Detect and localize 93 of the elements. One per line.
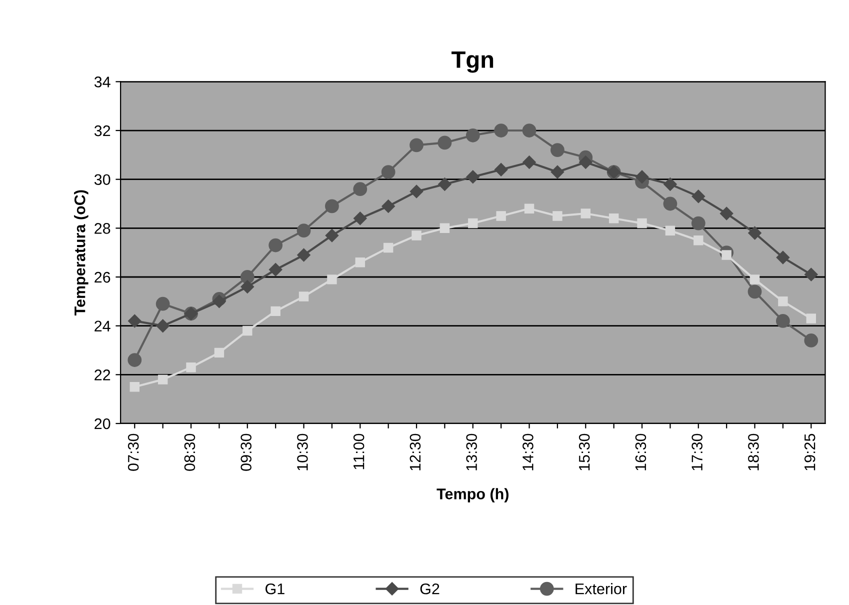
point bbox=[776, 250, 790, 264]
legend-label: G2 bbox=[420, 583, 440, 594]
x-tick-label: 07:30 bbox=[128, 434, 139, 471]
point bbox=[494, 162, 508, 176]
point bbox=[804, 268, 818, 282]
point bbox=[635, 170, 649, 184]
point bbox=[214, 348, 224, 358]
y-tick-label: 28 bbox=[94, 223, 110, 234]
y-tick-label: 22 bbox=[94, 370, 110, 380]
point bbox=[240, 280, 254, 294]
point bbox=[410, 138, 424, 152]
x-tick-label: 12:30 bbox=[410, 434, 421, 470]
point bbox=[637, 218, 647, 228]
point bbox=[128, 314, 142, 328]
point bbox=[663, 196, 678, 211]
point bbox=[354, 212, 367, 225]
point bbox=[156, 296, 170, 311]
y-tick-label: 34 bbox=[94, 76, 110, 88]
point bbox=[804, 334, 818, 348]
x-tick-label: 10:30 bbox=[297, 434, 308, 470]
point bbox=[748, 284, 762, 299]
point bbox=[665, 226, 676, 236]
point bbox=[412, 230, 422, 240]
point bbox=[550, 165, 564, 179]
x-tick-label: 08:30 bbox=[184, 434, 196, 471]
point bbox=[128, 353, 142, 367]
y-tick-label: 30 bbox=[94, 174, 110, 186]
point bbox=[720, 206, 734, 220]
point bbox=[296, 224, 311, 238]
point bbox=[270, 306, 280, 316]
x-axis-title: Tempo (h) bbox=[436, 488, 508, 502]
point bbox=[383, 242, 394, 253]
point bbox=[694, 236, 704, 246]
y-tick-label: 20 bbox=[94, 418, 110, 430]
point bbox=[552, 211, 562, 221]
point bbox=[524, 204, 534, 214]
point bbox=[381, 165, 396, 179]
legend-label: G1 bbox=[266, 583, 284, 594]
point bbox=[748, 226, 762, 240]
point bbox=[522, 156, 536, 169]
point bbox=[327, 274, 337, 284]
point bbox=[355, 257, 366, 268]
x-tick-label: 13:30 bbox=[466, 434, 477, 470]
x-tick-label: 19:25 bbox=[804, 434, 816, 470]
y-tick-label: 24 bbox=[94, 320, 110, 332]
point bbox=[522, 124, 536, 138]
x-tick-label: 11:00 bbox=[353, 434, 364, 470]
y-tick-label: 32 bbox=[94, 125, 110, 136]
point bbox=[579, 156, 592, 169]
point bbox=[778, 296, 788, 306]
point bbox=[468, 218, 478, 228]
x-tick-label: 14:30 bbox=[522, 434, 534, 470]
point bbox=[158, 374, 168, 384]
point bbox=[806, 314, 816, 324]
point bbox=[550, 143, 564, 157]
x-tick-label: 17:30 bbox=[692, 434, 702, 470]
point bbox=[410, 184, 424, 198]
point bbox=[466, 128, 480, 142]
point bbox=[466, 170, 480, 184]
point bbox=[186, 362, 196, 372]
point bbox=[440, 223, 450, 234]
chart-title: Tgn bbox=[452, 52, 494, 73]
point bbox=[750, 274, 760, 284]
point bbox=[268, 263, 282, 276]
point bbox=[130, 382, 140, 392]
point bbox=[664, 178, 677, 191]
point bbox=[240, 270, 254, 284]
point bbox=[691, 216, 706, 230]
legend-label: Exterior bbox=[576, 583, 627, 594]
point bbox=[494, 124, 508, 138]
point bbox=[382, 200, 395, 213]
point bbox=[325, 199, 339, 214]
point bbox=[438, 178, 452, 191]
point bbox=[297, 248, 310, 262]
point bbox=[268, 238, 283, 252]
point bbox=[496, 211, 506, 221]
x-tick-label: 09:30 bbox=[240, 434, 252, 471]
y-tick-label: 26 bbox=[94, 272, 110, 283]
point bbox=[242, 326, 252, 336]
point bbox=[353, 182, 368, 196]
y-axis-title: Temperatura (oC) bbox=[74, 190, 88, 316]
x-tick-label: 15:30 bbox=[578, 434, 590, 470]
point bbox=[325, 228, 339, 242]
point bbox=[580, 208, 590, 218]
point bbox=[156, 319, 170, 332]
point bbox=[776, 314, 790, 328]
x-tick-label: 18:30 bbox=[748, 434, 759, 470]
point bbox=[298, 292, 309, 302]
point bbox=[212, 294, 226, 308]
x-tick-label: 16:30 bbox=[635, 434, 646, 470]
point bbox=[438, 136, 452, 150]
point bbox=[608, 214, 619, 224]
point bbox=[692, 190, 705, 204]
